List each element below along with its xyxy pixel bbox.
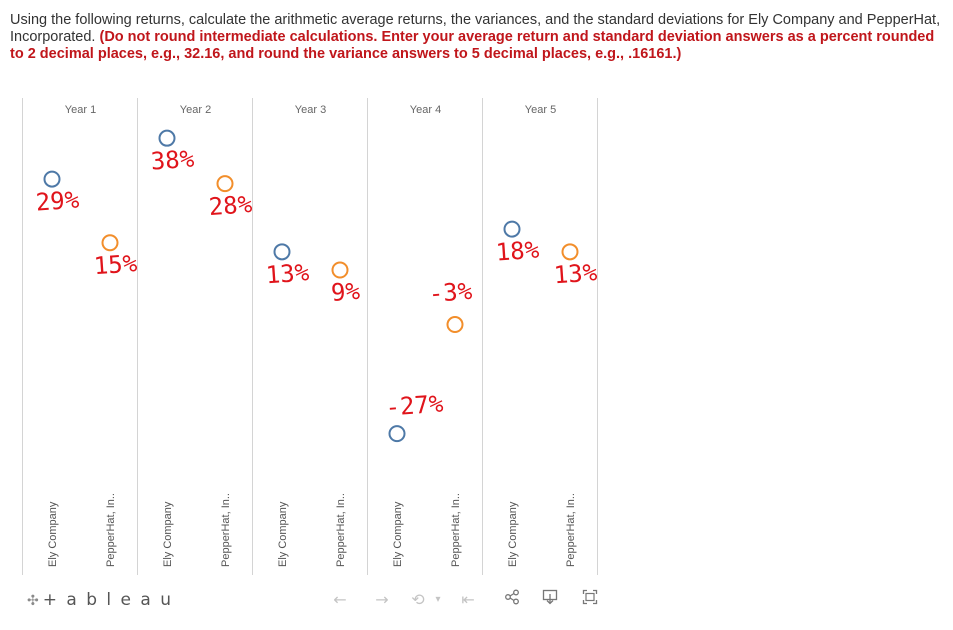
company-axis-label: Ely Company bbox=[47, 501, 59, 567]
handwritten-annotation: 38% bbox=[150, 145, 196, 176]
data-point bbox=[101, 234, 119, 252]
data-point bbox=[216, 175, 234, 193]
handwritten-annotation: 13% bbox=[553, 258, 599, 289]
handwritten-annotation: -3% bbox=[428, 277, 474, 308]
tableau-brand-text: + a b l e a u bbox=[42, 590, 173, 610]
reset-button[interactable]: ⇤ bbox=[461, 590, 475, 609]
data-point bbox=[388, 425, 406, 443]
year-header: Year 5 bbox=[525, 104, 556, 116]
data-point bbox=[561, 243, 579, 261]
handwritten-annotation: 18% bbox=[495, 236, 541, 267]
data-point bbox=[503, 220, 521, 238]
data-point bbox=[273, 243, 291, 261]
handwritten-annotation: 15% bbox=[93, 249, 139, 280]
tableau-logo[interactable]: ✣ + a b l e a u bbox=[27, 590, 173, 610]
revert-caret-icon[interactable]: ▾ bbox=[435, 594, 441, 605]
handwritten-annotation: 29% bbox=[35, 186, 81, 217]
year-header: Year 4 bbox=[410, 104, 441, 116]
company-axis-label: PepperHat, In.. bbox=[450, 493, 462, 567]
data-point bbox=[446, 316, 464, 334]
company-axis-label: Ely Company bbox=[277, 501, 289, 567]
share-button[interactable] bbox=[500, 588, 524, 612]
year-header: Year 3 bbox=[295, 104, 326, 116]
fullscreen-icon bbox=[582, 589, 598, 605]
fullscreen-button[interactable] bbox=[578, 588, 602, 612]
question-emphasis: (Do not round intermediate calculations.… bbox=[10, 29, 935, 62]
company-axis-label: Ely Company bbox=[507, 501, 519, 567]
share-icon bbox=[505, 589, 519, 605]
year-header: Year 1 bbox=[65, 104, 96, 116]
handwritten-annotation: 28% bbox=[208, 190, 254, 221]
tableau-logo-icon: ✣ bbox=[27, 593, 39, 609]
redo-button[interactable]: → bbox=[375, 590, 389, 609]
company-axis-label: PepperHat, In.. bbox=[565, 493, 577, 567]
handwritten-annotation: 9% bbox=[330, 277, 361, 307]
data-point bbox=[331, 261, 349, 279]
handwritten-annotation: -27% bbox=[385, 390, 445, 422]
handwritten-annotation: 13% bbox=[265, 258, 311, 289]
download-icon bbox=[542, 589, 558, 605]
year-header: Year 2 bbox=[180, 104, 211, 116]
question-plain: Using the following returns, calculate t… bbox=[10, 12, 941, 45]
company-axis-label: PepperHat, In.. bbox=[220, 493, 232, 567]
revert-button[interactable]: ⟲ bbox=[411, 590, 425, 609]
undo-button[interactable]: ← bbox=[333, 590, 347, 609]
data-point bbox=[43, 170, 61, 188]
tableau-toolbar: ✣ + a b l e a u ← → ⟲ ▾ ⇤ bbox=[22, 588, 612, 612]
company-axis-label: Ely Company bbox=[162, 501, 174, 567]
download-button[interactable] bbox=[538, 588, 562, 612]
company-axis-label: Ely Company bbox=[392, 501, 404, 567]
data-point bbox=[158, 129, 176, 147]
company-axis-label: PepperHat, In.. bbox=[335, 493, 347, 567]
company-axis-label: PepperHat, In.. bbox=[105, 493, 117, 567]
question-text: Using the following returns, calculate t… bbox=[10, 12, 945, 63]
